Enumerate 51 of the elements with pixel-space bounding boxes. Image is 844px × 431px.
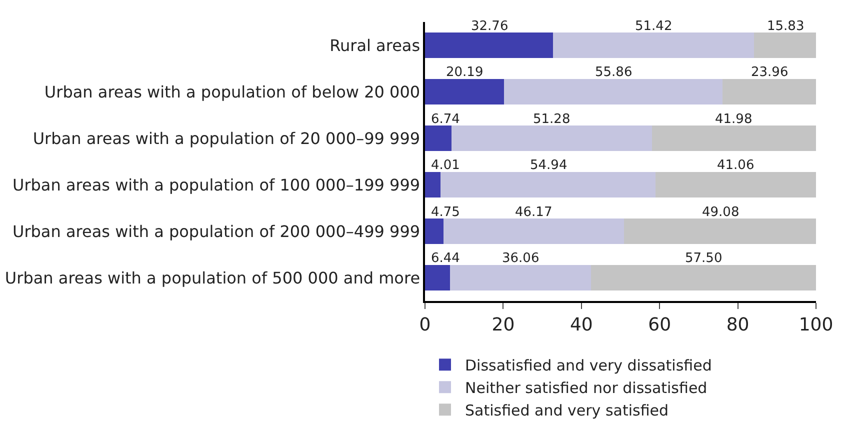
data-label: 36.06 [502, 251, 540, 266]
data-label: 41.98 [715, 112, 752, 127]
data-label: 4.75 [431, 205, 460, 220]
data-label: 32.76 [471, 19, 508, 34]
data-label: 41.06 [717, 158, 754, 173]
x-tick-label: 40 [570, 314, 593, 336]
data-label: 51.42 [635, 19, 672, 34]
bar [553, 32, 754, 58]
data-label: 20.19 [446, 65, 484, 80]
bar [425, 32, 554, 58]
y-tick-label: Rural areas [330, 36, 420, 55]
data-label: 49.08 [702, 205, 740, 220]
legend-label: Dissatisfied and very dissatisfied [465, 356, 712, 375]
bar [504, 78, 722, 105]
x-tick-label: 100 [798, 314, 834, 336]
data-label: 15.83 [767, 19, 804, 34]
bar [652, 125, 816, 152]
bar [425, 218, 444, 244]
bar [451, 125, 652, 152]
data-label: 6.74 [431, 112, 460, 127]
data-label: 23.96 [751, 65, 788, 80]
bar [440, 172, 656, 198]
data-label: 6.44 [431, 251, 460, 266]
data-label: 54.94 [530, 158, 568, 173]
bar [425, 172, 441, 198]
bar [754, 32, 816, 58]
x-tick-label: 20 [492, 314, 515, 336]
y-tick-label: Urban areas with a population of 100 000–199 999 [12, 175, 420, 194]
bar [425, 125, 452, 152]
bar [425, 264, 450, 291]
bar [722, 78, 816, 105]
data-label: 55.86 [595, 65, 632, 80]
bar [624, 218, 816, 244]
bar [444, 218, 624, 244]
data-label: 4.01 [431, 158, 460, 173]
x-tick-label: 60 [648, 314, 672, 336]
y-tick-label: Urban areas with a population of 200 000–499 999 [12, 222, 420, 241]
x-tick-label: 80 [726, 314, 750, 336]
y-tick-label: Urban areas with a population of 500 000 and more [4, 268, 420, 288]
legend-label: Satisfied and very satisfied [465, 402, 669, 420]
data-label: 46.17 [515, 205, 552, 220]
legend-label: Neither satisfied nor dissatisfied [465, 379, 708, 398]
bar [450, 264, 592, 291]
data-label: 51.28 [533, 112, 570, 127]
bar [655, 172, 816, 198]
x-tick-label: 0 [419, 314, 431, 336]
bar [425, 78, 504, 105]
bar [591, 264, 816, 291]
y-tick-label: Urban areas with a population of 20 000–99 999 [32, 128, 420, 148]
data-label: 57.50 [685, 251, 722, 266]
y-tick-label: Urban areas with a population of below 20 000 [44, 82, 420, 102]
